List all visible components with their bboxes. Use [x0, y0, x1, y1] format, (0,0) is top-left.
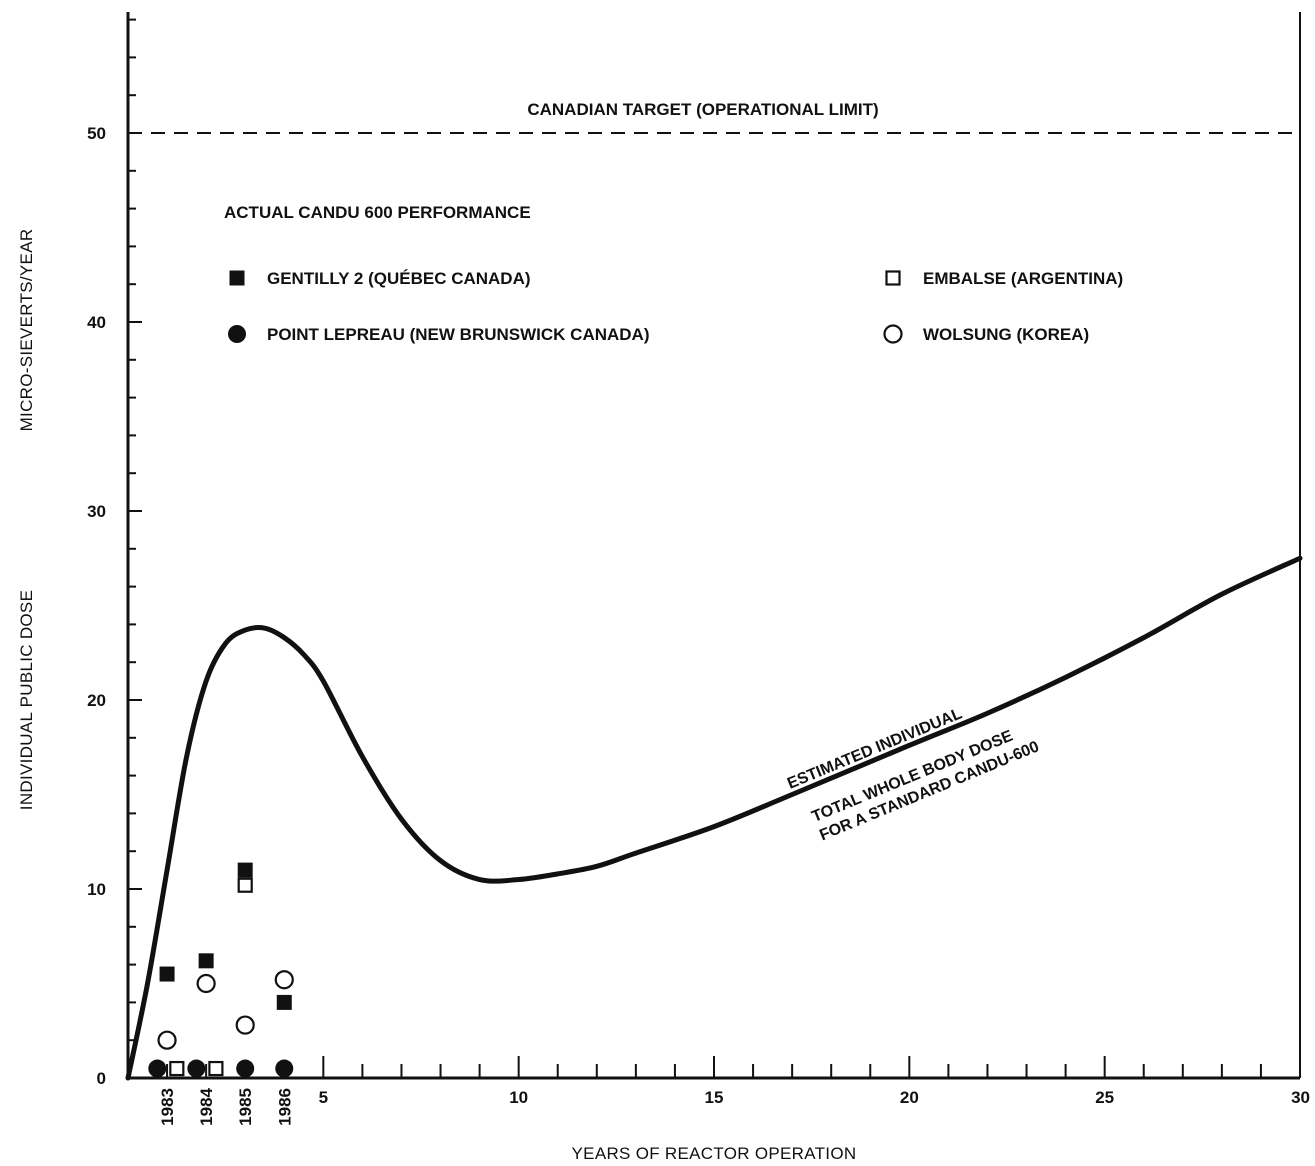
y-axis-ticks: 0 10 20 30 40 50 [87, 18, 142, 1088]
data-point-series-0 [159, 966, 175, 982]
legend-label-2: EMBALSE (ARGENTINA) [923, 269, 1123, 288]
data-point-series-1 [275, 1059, 294, 1078]
data-point-series-1 [187, 1059, 206, 1078]
data-point-series-1 [148, 1059, 167, 1078]
legend-marker-2 [885, 270, 901, 286]
legend-label-3: WOLSUNG (KOREA) [923, 325, 1089, 344]
legend-title: ACTUAL CANDU 600 PERFORMANCE [224, 203, 531, 222]
data-point-series-3 [274, 970, 294, 990]
y-axis-title-line2: MICRO-SIEVERTS/YEAR [17, 229, 36, 432]
data-point-series-0 [237, 862, 253, 878]
x-tick-label: 10 [509, 1088, 528, 1107]
y-tick-label: 10 [87, 880, 106, 899]
data-point-series-3 [157, 1030, 177, 1050]
data-point-series-2 [237, 877, 253, 893]
x-year-tick-label: 1984 [197, 1087, 216, 1125]
data-point-series-2 [208, 1060, 224, 1077]
data-point-series-0 [276, 994, 292, 1010]
data-points [148, 862, 294, 1078]
x-tick-label: 20 [900, 1088, 919, 1107]
legend-label-0: GENTILLY 2 (QUÉBEC CANADA) [267, 269, 531, 288]
y-tick-label: 40 [87, 313, 106, 332]
x-tick-label: 15 [705, 1088, 724, 1107]
estimated-dose-curve [125, 555, 1303, 1081]
x-tick-label: 30 [1291, 1088, 1310, 1107]
legend-label-1: POINT LEPREAU (NEW BRUNSWICK CANADA) [267, 325, 649, 344]
y-tick-label: 50 [87, 124, 106, 143]
x-year-tick-label: 1983 [158, 1088, 177, 1126]
x-year-tick-label: 1985 [236, 1088, 255, 1126]
data-point-series-2 [169, 1060, 185, 1077]
legend-marker-0 [229, 270, 245, 286]
legend-marker-1 [228, 325, 246, 343]
legend: GENTILLY 2 (QUÉBEC CANADA) POINT LEPREAU … [228, 269, 1123, 344]
y-tick-label: 30 [87, 502, 106, 521]
x-year-tick-label: 1986 [275, 1088, 294, 1126]
y-tick-label: 0 [97, 1069, 106, 1088]
y-axis-title-line1: INDIVIDUAL PUBLIC DOSE [17, 590, 36, 810]
data-point-series-0 [198, 953, 214, 969]
x-axis-title: YEARS OF REACTOR OPERATION [572, 1144, 857, 1163]
x-axis-ticks: 5 10 15 20 25 30 1983 1984 1985 1986 [158, 1056, 1310, 1126]
data-point-series-1 [236, 1059, 255, 1078]
legend-marker-3 [883, 324, 903, 344]
data-point-series-3 [235, 1015, 255, 1035]
y-tick-label: 20 [87, 691, 106, 710]
data-point-series-3 [196, 973, 216, 994]
x-tick-label: 25 [1095, 1088, 1114, 1107]
canadian-target-label: CANADIAN TARGET (OPERATIONAL LIMIT) [527, 100, 878, 119]
x-tick-label: 5 [319, 1088, 328, 1107]
